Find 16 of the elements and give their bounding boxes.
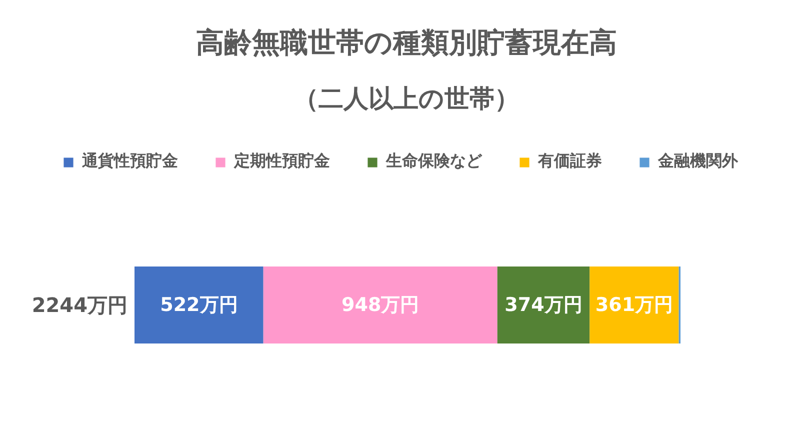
data-label: 948万円 [342, 294, 420, 316]
legend-label: 金融機関外 [658, 151, 738, 172]
bar [263, 266, 498, 344]
bar [497, 266, 590, 344]
legend-label: 生命保険など [386, 151, 482, 172]
data-label: 374万円 [504, 294, 582, 316]
y-tick-label: 2244万円 [32, 293, 128, 317]
chart-subtitle: （二人以上の世帯） [294, 84, 520, 113]
data-label: 361万円 [595, 294, 674, 316]
chart-title: 高齢無職世帯の種類別貯蓄現在高 [196, 26, 617, 59]
legend-label: 通貨性預貯金 [82, 151, 178, 172]
bar [590, 266, 679, 344]
data-label: 522万円 [160, 294, 238, 316]
legend-label: 有価証券 [538, 151, 602, 172]
legend-label: 定期性預貯金 [234, 151, 330, 172]
bar [134, 266, 264, 344]
